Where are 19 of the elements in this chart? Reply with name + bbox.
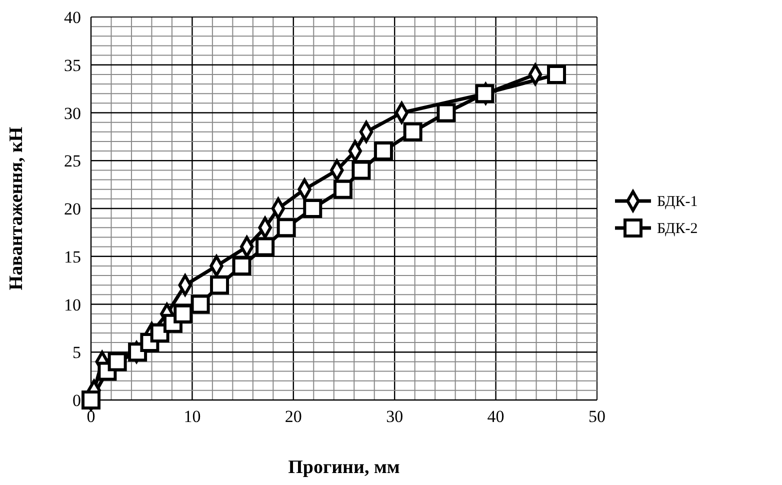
x-axis-title: Прогини, мм <box>288 457 400 478</box>
y-tick-label: 5 <box>72 343 81 362</box>
legend-label: БДК-1 <box>657 194 698 210</box>
x-tick-label: 20 <box>284 407 302 426</box>
y-tick-label: 0 <box>72 391 81 410</box>
y-tick-label: 20 <box>64 200 81 218</box>
y-tick-label: 15 <box>64 247 81 266</box>
x-tick-label: 10 <box>184 407 201 426</box>
y-tick-label: 25 <box>64 152 81 171</box>
y-tick-label: 40 <box>64 8 81 27</box>
x-tick-label: 0 <box>86 407 96 426</box>
x-tick-label: 40 <box>487 407 504 426</box>
x-tick-label: 30 <box>386 407 404 426</box>
legend-label: БДК-2 <box>657 221 698 237</box>
y-tick-label: 10 <box>64 295 81 314</box>
x-tick-label: 50 <box>588 407 606 426</box>
y-tick-label: 35 <box>64 56 81 75</box>
y-tick-label: 30 <box>64 104 81 123</box>
y-axis-title: Навантаження, кН <box>6 126 27 290</box>
